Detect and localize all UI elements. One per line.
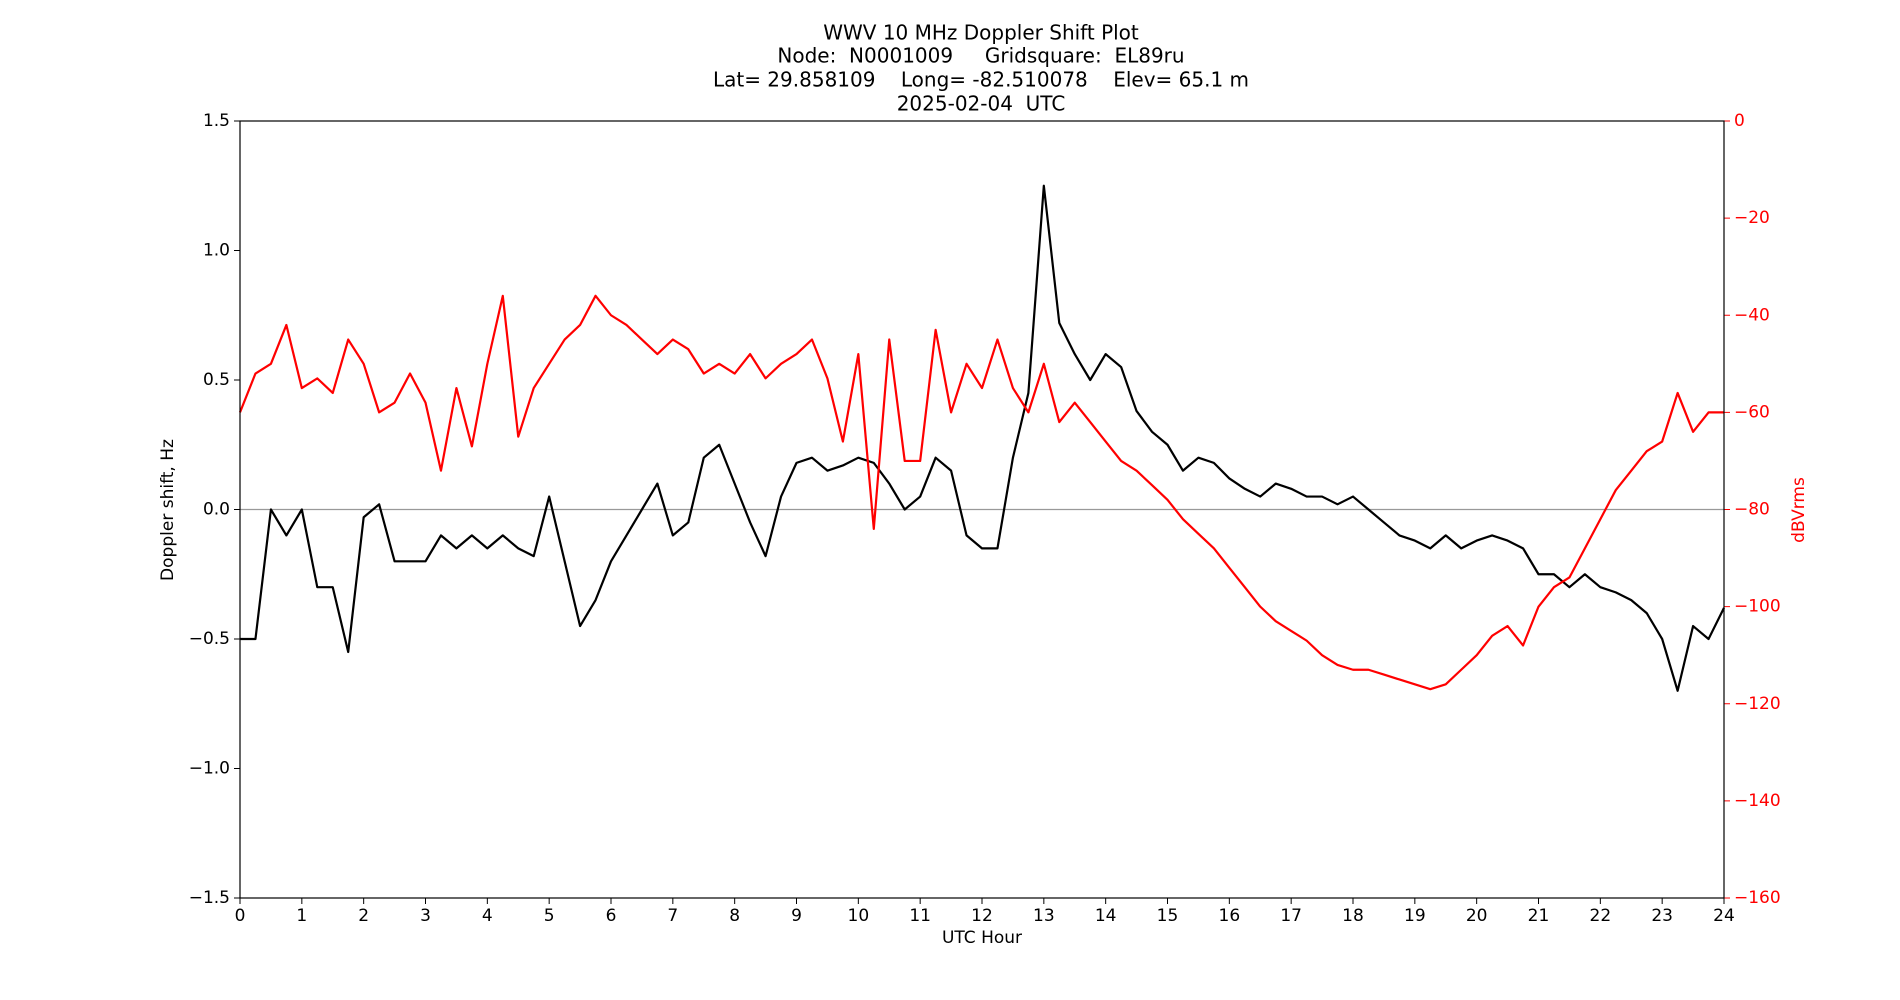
y2-tick-label: 0: [1734, 111, 1745, 131]
y2-tick-label: −20: [1734, 208, 1770, 228]
x-tick-label: 0: [235, 906, 246, 926]
x-tick-label: 22: [1590, 906, 1612, 926]
x-tick-label: 24: [1713, 906, 1735, 926]
x-tick-label: 16: [1219, 906, 1241, 926]
x-tick-label: 2: [358, 906, 369, 926]
x-tick-label: 20: [1466, 906, 1488, 926]
chart-subtitle: 2025-02-04 UTC: [897, 92, 1066, 116]
x-tick-label: 5: [544, 906, 555, 926]
x-tick-label: 23: [1651, 906, 1673, 926]
y-tick-label: 0.0: [203, 500, 230, 520]
y2-axis-label: dBVrms: [1789, 477, 1809, 543]
x-tick-label: 10: [848, 906, 870, 926]
y2-tick-label: −60: [1734, 402, 1770, 422]
x-tick-label: 11: [909, 906, 931, 926]
x-tick-label: 12: [971, 906, 993, 926]
y2-tick-label: −80: [1734, 500, 1770, 520]
y2-tick-label: −100: [1734, 597, 1781, 617]
y-tick-label: 0.5: [203, 370, 230, 390]
y2-tick-label: −140: [1734, 791, 1781, 811]
y-tick-label: −0.5: [189, 629, 230, 649]
x-tick-label: 15: [1157, 906, 1179, 926]
y-axis-label: Doppler shift, Hz: [158, 439, 178, 581]
data-line: [238, 294, 1724, 691]
y2-tick-label: −120: [1734, 694, 1781, 714]
x-tick-label: 17: [1280, 906, 1302, 926]
chart-subtitle: Node: N0001009 Gridsquare: EL89ru: [777, 44, 1184, 68]
x-tick-label: 8: [729, 906, 740, 926]
plot-frame: [239, 120, 1725, 899]
x-tick-label: 1: [296, 906, 307, 926]
x-axis-label: UTC Hour: [942, 928, 1022, 948]
x-tick-label: 19: [1404, 906, 1426, 926]
chart-subtitle: Lat= 29.858109 Long= -82.510078 Elev= 65…: [713, 68, 1249, 92]
y-tick-label: −1.0: [189, 759, 230, 779]
y2-tick-label: −160: [1734, 888, 1781, 908]
x-tick-label: 3: [420, 906, 431, 926]
x-tick-label: 13: [1033, 906, 1055, 926]
y2-tick-label: −40: [1734, 305, 1770, 325]
y-tick-label: 1.0: [203, 241, 230, 261]
y-tick-label: −1.5: [189, 888, 230, 908]
x-tick-label: 21: [1528, 906, 1550, 926]
x-tick-label: 9: [791, 906, 802, 926]
x-tick-label: 7: [667, 906, 678, 926]
data-line: [240, 184, 1725, 692]
x-tick-label: 4: [482, 906, 493, 926]
x-tick-label: 14: [1095, 906, 1117, 926]
x-tick-label: 6: [606, 906, 617, 926]
chart-title: WWV 10 MHz Doppler Shift Plot: [823, 21, 1139, 45]
y-tick-label: 1.5: [203, 111, 230, 131]
x-tick-label: 18: [1342, 906, 1364, 926]
